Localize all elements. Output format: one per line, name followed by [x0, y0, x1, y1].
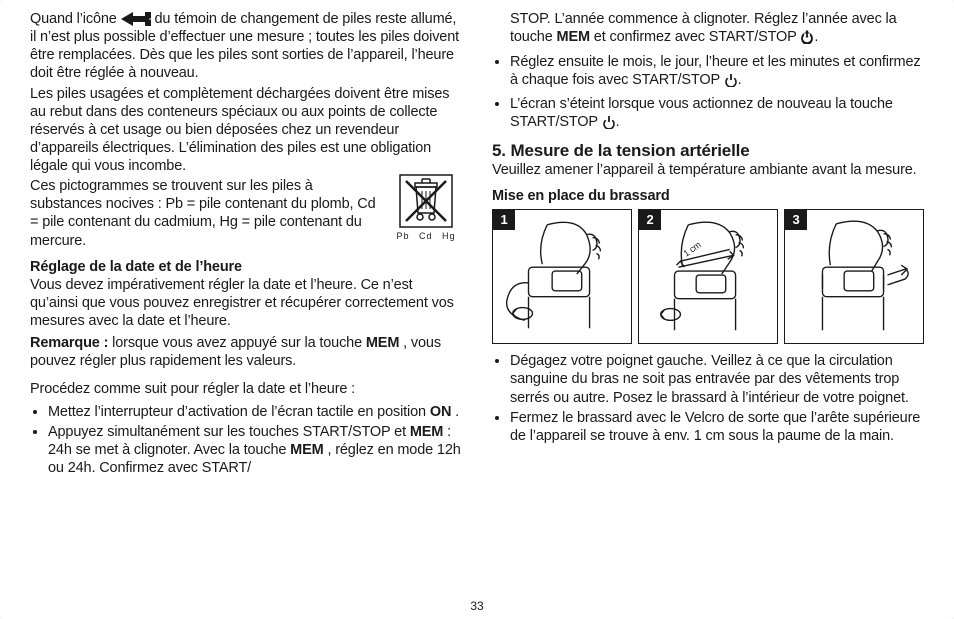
- power-icon: [602, 115, 616, 134]
- text-fragment: Mettez l’interrupteur d’activation de l’…: [48, 404, 430, 420]
- hazardous-pictogram-block: Pb Cd Hg Ces pictogrammes se trouvent su…: [30, 177, 462, 252]
- date-time-heading: Réglage de la date et de l’heure: [30, 258, 462, 276]
- power-icon: [724, 73, 738, 92]
- cuff-illustration-row: 1 2 1 cm: [492, 209, 924, 344]
- list-item: Fermez le brassard avec le Velcro de sor…: [510, 409, 924, 445]
- section-5-heading: 5. Mesure de la tension artérielle: [492, 140, 924, 161]
- crossed-bin-icon: Pb Cd Hg: [392, 173, 460, 242]
- text-fragment: .: [455, 404, 459, 420]
- text-fragment: et confirmez avec START/STOP: [594, 29, 801, 45]
- cuff-panel-2: 2 1 cm: [638, 209, 778, 344]
- manual-page: Quand l’icône du témoin de changement de…: [0, 0, 954, 619]
- cuff-panel-1: 1: [492, 209, 632, 344]
- cuff-heading: Mise en place du brassard: [492, 187, 924, 205]
- text-fragment: Appuyez simultanément sur les touches ST…: [48, 424, 410, 440]
- page-number: 33: [0, 599, 954, 613]
- procedure-intro: Procédez comme suit pour régler la date …: [30, 380, 462, 398]
- list-item-continuation: STOP. L’année commence à clignoter. Régl…: [492, 10, 924, 49]
- cuff-instructions-list: Dégagez votre poignet gauche. Veillez à …: [492, 352, 924, 447]
- panel-number-badge: 2: [639, 210, 661, 230]
- list-item: Réglez ensuite le mois, le jour, l’heure…: [510, 53, 924, 92]
- text-fragment: lorsque vous avez appuyé sur la touche: [112, 335, 366, 351]
- left-column: Quand l’icône du témoin de changement de…: [30, 10, 462, 594]
- battery-disposal-para: Les piles usagées et complètement déchar…: [30, 85, 462, 176]
- right-column: STOP. L’année commence à clignoter. Régl…: [492, 10, 924, 594]
- panel-number-badge: 1: [493, 210, 515, 230]
- text-fragment: .: [738, 72, 742, 88]
- panel-number-badge: 3: [785, 210, 807, 230]
- mem-key-label: MEM: [410, 424, 443, 440]
- arrow-battery-icon: [121, 12, 151, 26]
- mem-key-label: MEM: [557, 29, 590, 45]
- text-fragment: .: [814, 29, 818, 45]
- text-fragment: .: [616, 114, 620, 130]
- procedure-list-right: Réglez ensuite le mois, le jour, l’heure…: [492, 53, 924, 136]
- battery-warning-para: Quand l’icône du témoin de changement de…: [30, 10, 462, 83]
- power-icon: [800, 30, 814, 49]
- date-time-intro-para: Vous devez impérativement régler la date…: [30, 276, 462, 330]
- cuff-panel-3: 3: [784, 209, 924, 344]
- disposal-labels: Pb Cd Hg: [392, 231, 460, 242]
- measurement-intro: Veuillez amener l’appareil à température…: [492, 161, 924, 179]
- text-fragment: Quand l’icône: [30, 11, 121, 27]
- list-item: L’écran s’éteint lorsque vous actionnez …: [510, 95, 924, 134]
- text-fragment: L’écran s’éteint lorsque vous actionnez …: [510, 96, 893, 130]
- list-item: Dégagez votre poignet gauche. Veillez à …: [510, 352, 924, 406]
- remark-para: Remarque : lorsque vous avez appuyé sur …: [30, 334, 462, 370]
- procedure-list-left: Mettez l’interrupteur d’activation de l’…: [30, 403, 462, 480]
- remark-label: Remarque :: [30, 335, 108, 351]
- list-item: Appuyez simultanément sur les touches ST…: [48, 423, 462, 477]
- mem-key-label: MEM: [366, 335, 399, 351]
- text-fragment: Réglez ensuite le mois, le jour, l’heure…: [510, 54, 921, 88]
- on-label: ON: [430, 404, 451, 420]
- list-item: Mettez l’interrupteur d’activation de l’…: [48, 403, 462, 421]
- mem-key-label: MEM: [290, 442, 323, 458]
